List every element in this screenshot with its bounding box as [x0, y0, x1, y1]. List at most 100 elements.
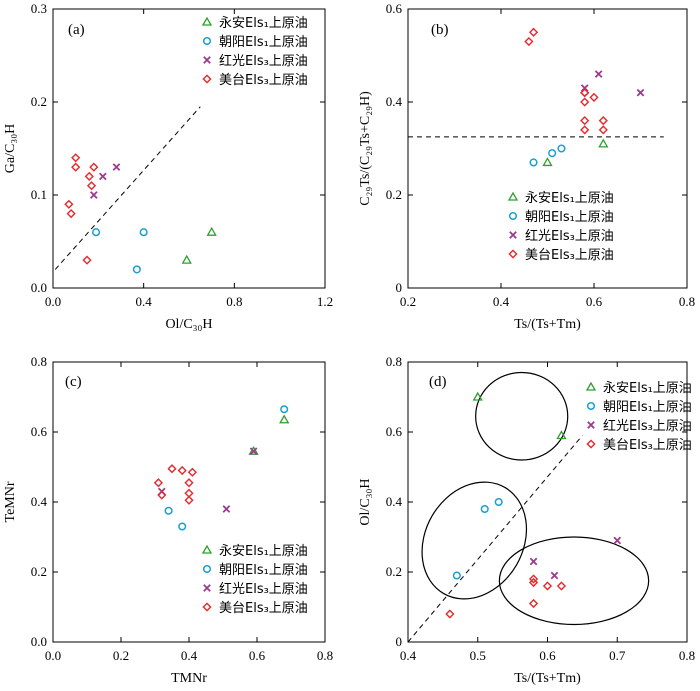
legend-marker — [508, 211, 518, 221]
data-point — [598, 138, 609, 148]
legend-marker — [508, 249, 518, 259]
x-tick-label: 0.8 — [679, 648, 695, 663]
plot-frame — [407, 8, 688, 289]
data-point — [580, 84, 589, 92]
data-point — [480, 504, 489, 514]
reference-line — [54, 106, 201, 270]
y-tick-label: 0.0 — [31, 280, 47, 295]
data-point — [472, 391, 483, 401]
x-axis-label: Ts/(Ts+Tm) — [514, 317, 581, 332]
x-tick-label: 0.4 — [493, 294, 510, 309]
y-tick-label: 0.2 — [386, 187, 402, 202]
y-tick-label: 0.4 — [386, 94, 403, 109]
x-tick-label: 0.4 — [400, 648, 417, 663]
legend-marker — [202, 36, 212, 46]
legend-entry: 红光Els₃上原油 — [603, 418, 692, 434]
panel-label: (d) — [429, 374, 447, 390]
legend-entry: 红光Els₃上原油 — [219, 581, 308, 597]
data-point — [452, 571, 461, 580]
y-axis-label: Ol/C₃₀H — [358, 478, 373, 525]
panel-label: (c) — [65, 374, 82, 390]
data-point — [529, 158, 538, 167]
x-tick-label: 0.8 — [226, 294, 242, 309]
legend-marker — [586, 439, 596, 449]
plot-frame — [52, 361, 326, 643]
data-point — [548, 149, 557, 158]
data-point — [92, 228, 101, 237]
y-tick-label: 0.3 — [31, 1, 47, 16]
data-point — [528, 598, 539, 609]
panel-label: (b) — [431, 22, 449, 38]
y-axis-label: TeMNr — [3, 481, 18, 522]
data-point — [132, 265, 141, 274]
grouping-ellipse — [475, 371, 569, 461]
data-point — [529, 557, 538, 566]
data-point — [580, 97, 590, 107]
data-point — [280, 405, 289, 414]
legend-marker — [201, 544, 213, 554]
x-axis-label: Ol/C₃₀H — [165, 317, 212, 332]
data-point — [580, 116, 590, 126]
data-point — [206, 226, 217, 236]
x-tick-label: 0.7 — [609, 648, 626, 663]
legend-entry: 红光Els₃上原油 — [219, 53, 308, 69]
data-point — [594, 70, 603, 78]
legend-entry: 美台Els₃上原油 — [603, 438, 692, 453]
data-point — [184, 495, 194, 505]
data-point — [636, 88, 645, 97]
y-tick-label: 0.2 — [31, 94, 47, 109]
legend-entry: 永安Els₁上原油 — [219, 544, 308, 559]
data-point — [99, 172, 107, 181]
legend-entry: 永安Els₁上原油 — [219, 16, 308, 31]
chart-panel-c: 0.0 0.2 0.4 0.6 0.8 0.0 0.2 0.4 0.6 0.8 TMNr TeMNr (… — [3, 354, 333, 686]
legend-marker — [507, 191, 519, 201]
data-point — [177, 465, 187, 476]
data-point — [139, 228, 148, 237]
chart-panel-b: 0.2 0.4 0.6 0.800.20.40.6Ts/(Ts+Tm)C₂₉Ts/(C… — [358, 1, 695, 332]
y-tick-label: 0.8 — [31, 354, 47, 369]
x-tick-label: 0.0 — [45, 294, 61, 309]
data-point — [178, 522, 187, 531]
data-point — [598, 116, 608, 126]
data-point — [550, 571, 559, 580]
x-tick-label: 0.6 — [539, 648, 556, 663]
data-point — [557, 144, 566, 153]
data-point — [248, 445, 259, 455]
reference-line — [407, 435, 583, 643]
data-point — [542, 581, 553, 591]
x-tick-label: 0.4 — [136, 294, 153, 309]
data-point — [167, 464, 177, 474]
y-tick-label: 0 — [396, 280, 403, 295]
data-point — [153, 478, 163, 488]
legend-marker — [586, 401, 596, 411]
data-point — [71, 162, 81, 172]
data-point — [279, 414, 290, 424]
y-tick-label: 0.1 — [31, 187, 47, 202]
data-point — [157, 490, 167, 500]
grouping-ellipse — [421, 481, 528, 600]
data-point — [86, 181, 97, 191]
data-point — [528, 574, 539, 584]
x-axis-label: TMNr — [171, 671, 207, 686]
legend-marker — [509, 231, 517, 239]
data-point — [524, 36, 534, 47]
x-tick-label: 0.2 — [113, 648, 129, 663]
chart-panel-d: 0.4 0.5 0.6 0.7 0.8 0 0.2 0.4 0.6 0.8 Ts/(Ts+Tm) Ol… — [358, 354, 695, 686]
y-tick-label: 0.6 — [386, 424, 403, 439]
y-tick-label: 0.6 — [386, 1, 403, 16]
x-tick-label: 0.4 — [181, 648, 198, 663]
data-point — [528, 27, 539, 37]
y-tick-label: 0.4 — [31, 494, 48, 509]
x-axis-label: Ts/(Ts+Tm) — [514, 671, 581, 686]
legend-marker — [203, 56, 211, 64]
legend-marker — [201, 16, 213, 26]
data-point — [580, 125, 590, 135]
data-point — [184, 478, 194, 488]
y-axis-label: C₂₉Ts/(C₂₉Ts+C₂₉H) — [358, 91, 373, 206]
legend-marker — [202, 602, 212, 612]
y-tick-label: 0.6 — [31, 424, 48, 439]
x-tick-label: 0.8 — [317, 648, 333, 663]
x-tick-label: 1.2 — [317, 294, 333, 309]
grouping-ellipse — [498, 536, 650, 626]
data-point — [445, 609, 455, 619]
